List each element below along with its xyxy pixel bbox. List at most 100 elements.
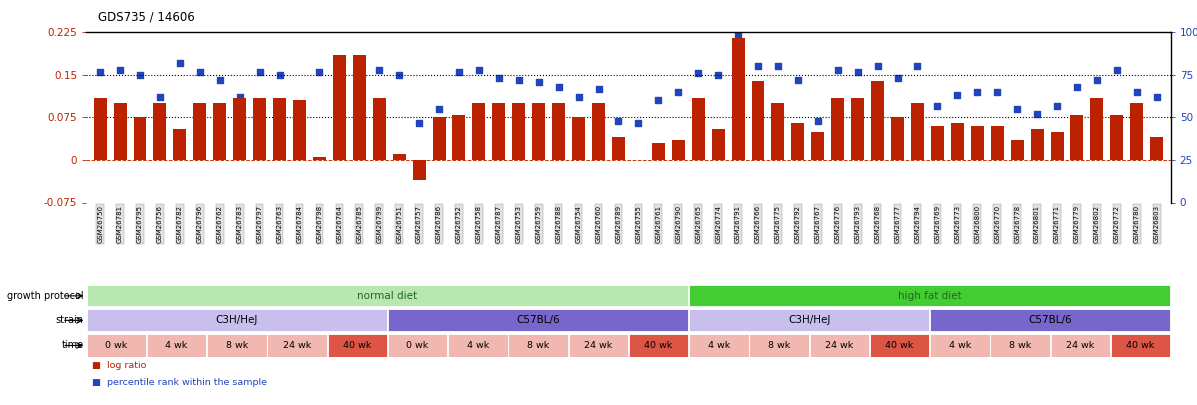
Point (529, 79, 548, 85)
Point (828, 66, 847, 73)
Text: GSM26783: GSM26783 (237, 205, 243, 243)
Bar (991, 126, 1004, 160)
Point (211, 77, 230, 83)
Bar (114, 103, 127, 160)
Bar (293, 100, 306, 160)
Text: 0 wk: 0 wk (105, 341, 127, 350)
Bar (831, 98, 844, 160)
Bar (552, 103, 565, 160)
Bar (253, 98, 266, 160)
Text: 0 wk: 0 wk (407, 341, 429, 350)
Bar (1031, 129, 1044, 160)
Text: GSM26755: GSM26755 (636, 205, 642, 243)
Bar (492, 103, 505, 160)
Bar (771, 103, 784, 160)
Text: 8 wk: 8 wk (768, 341, 790, 350)
FancyBboxPatch shape (509, 335, 567, 356)
Text: GSM26771: GSM26771 (1055, 205, 1061, 243)
Point (1027, 111, 1046, 117)
Text: 24 wk: 24 wk (825, 341, 853, 350)
Bar (652, 143, 664, 160)
Bar (1130, 103, 1143, 160)
Text: GSM26774: GSM26774 (715, 205, 721, 243)
Text: GSM26752: GSM26752 (456, 205, 462, 243)
Text: growth protocol: growth protocol (7, 291, 84, 301)
Point (330, 58, 350, 64)
Bar (593, 103, 604, 160)
Point (628, 119, 648, 126)
Point (151, 94, 170, 100)
Text: GSM26789: GSM26789 (615, 205, 621, 243)
Bar (432, 117, 445, 160)
Text: ■  log ratio: ■ log ratio (92, 361, 146, 370)
Point (170, 60, 189, 66)
Text: GSM26757: GSM26757 (417, 205, 423, 243)
Text: GSM26799: GSM26799 (376, 205, 382, 243)
FancyBboxPatch shape (569, 335, 628, 356)
Bar (1150, 137, 1163, 160)
Text: 24 wk: 24 wk (584, 341, 613, 350)
Text: GSM26769: GSM26769 (935, 205, 941, 243)
Point (250, 68, 269, 75)
Text: GSM26761: GSM26761 (655, 205, 661, 243)
Text: GSM26795: GSM26795 (136, 205, 142, 243)
Point (1068, 83, 1087, 90)
Point (350, 63, 369, 70)
Text: GSM26776: GSM26776 (834, 205, 840, 243)
Text: GSM26796: GSM26796 (196, 205, 202, 243)
Bar (393, 154, 406, 160)
Point (230, 94, 249, 100)
Bar (452, 115, 466, 160)
Text: GSM26773: GSM26773 (954, 205, 960, 243)
FancyBboxPatch shape (86, 335, 146, 356)
Text: GSM26763: GSM26763 (277, 205, 282, 243)
Bar (1070, 115, 1083, 160)
Text: GSM26781: GSM26781 (117, 205, 123, 243)
Bar (572, 117, 585, 160)
Point (729, 32, 748, 39)
Text: strain: strain (56, 315, 84, 325)
Text: GSM26790: GSM26790 (675, 205, 681, 243)
Bar (233, 98, 247, 160)
Bar (692, 98, 705, 160)
Text: GSM26802: GSM26802 (1094, 205, 1100, 243)
Text: GSM26768: GSM26768 (875, 205, 881, 243)
Text: GSM26759: GSM26759 (536, 205, 542, 243)
Bar (353, 55, 366, 160)
Text: GSM26791: GSM26791 (735, 205, 741, 243)
Text: C3H/HeJ: C3H/HeJ (788, 315, 831, 325)
Bar (1051, 132, 1063, 160)
Text: GSM26803: GSM26803 (1154, 205, 1160, 243)
Text: GSM26782: GSM26782 (177, 205, 183, 243)
Point (1128, 89, 1147, 95)
Bar (273, 98, 286, 160)
Point (509, 77, 528, 83)
FancyBboxPatch shape (689, 286, 1171, 306)
Bar (791, 123, 804, 160)
Point (490, 75, 509, 81)
Text: GSM26801: GSM26801 (1034, 205, 1040, 243)
Bar (871, 81, 885, 160)
FancyBboxPatch shape (689, 309, 929, 331)
Bar (911, 103, 924, 160)
FancyBboxPatch shape (809, 335, 869, 356)
Point (1107, 66, 1126, 73)
Point (789, 77, 808, 83)
Text: GSM26766: GSM26766 (755, 205, 761, 243)
FancyBboxPatch shape (448, 335, 508, 356)
Point (569, 94, 588, 100)
Text: GSM26778: GSM26778 (1014, 205, 1020, 243)
Text: GSM26753: GSM26753 (516, 205, 522, 243)
Text: GSM26756: GSM26756 (157, 205, 163, 243)
FancyBboxPatch shape (990, 335, 1050, 356)
Point (469, 66, 488, 73)
Point (430, 106, 449, 112)
Text: GDS735 / 14606: GDS735 / 14606 (98, 10, 195, 23)
Point (271, 72, 290, 78)
Point (849, 68, 868, 75)
Text: GSM26762: GSM26762 (217, 205, 223, 243)
Point (688, 70, 707, 77)
Bar (134, 117, 146, 160)
Text: GSM26798: GSM26798 (316, 205, 322, 243)
Text: GSM26784: GSM26784 (297, 205, 303, 243)
